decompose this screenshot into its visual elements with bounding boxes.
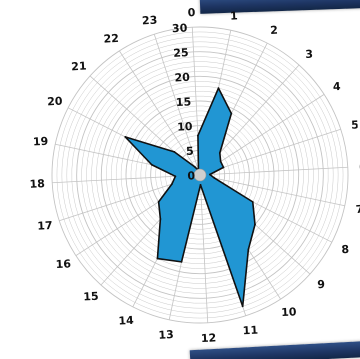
category-label-14: 14	[118, 314, 134, 328]
grid-spoke	[119, 50, 201, 176]
category-label-0: 0	[187, 6, 196, 19]
radial-tick-label: 5	[186, 145, 194, 158]
category-label-7: 7	[355, 203, 360, 216]
category-label-4: 4	[333, 80, 342, 93]
data-point-22	[193, 165, 196, 168]
category-label-1: 1	[230, 9, 238, 22]
data-point-13	[180, 260, 183, 263]
radial-tick-label: 10	[177, 120, 193, 134]
data-point-11	[241, 305, 244, 308]
data-point-17	[170, 183, 173, 186]
category-label-8: 8	[341, 243, 349, 256]
data-point-7	[213, 177, 216, 179]
data-point-8	[251, 200, 254, 203]
category-label-6: 6	[359, 160, 360, 173]
grid-spoke	[199, 174, 345, 207]
radial-tick-label: 25	[173, 46, 189, 60]
category-label-23: 23	[142, 14, 158, 28]
category-label-10: 10	[281, 305, 297, 319]
data-point-9	[254, 223, 256, 226]
data-point-12	[199, 183, 202, 186]
category-label-15: 15	[83, 290, 99, 304]
category-label-20: 20	[47, 95, 63, 109]
data-point-1	[217, 87, 220, 90]
category-label-12: 12	[201, 331, 217, 345]
category-label-5: 5	[351, 118, 359, 131]
category-label-22: 22	[103, 32, 119, 46]
data-point-0	[197, 134, 199, 137]
category-label-11: 11	[242, 324, 258, 338]
data-point-20	[124, 136, 127, 138]
radial-tick-label: 0	[187, 169, 196, 182]
grid-spoke	[199, 166, 348, 176]
category-label-13: 13	[158, 328, 174, 342]
data-point-10	[247, 248, 250, 251]
category-label-17: 17	[37, 219, 53, 233]
category-label-9: 9	[317, 278, 325, 291]
data-point-18	[174, 175, 177, 178]
data-point-19	[150, 163, 153, 166]
data-point-21	[173, 150, 176, 153]
data-point-6	[208, 173, 211, 176]
category-label-3: 3	[305, 48, 313, 61]
data-point-2	[230, 112, 233, 115]
category-label-2: 2	[270, 24, 278, 37]
radial-tick-label: 20	[174, 71, 190, 85]
data-point-14	[156, 257, 159, 260]
category-label-16: 16	[55, 257, 71, 271]
center-hub	[193, 168, 207, 182]
radial-tick-label: 30	[172, 21, 188, 35]
data-point-4	[219, 160, 222, 163]
category-label-19: 19	[33, 135, 49, 149]
grid-spoke	[153, 34, 201, 176]
data-point-5	[222, 166, 225, 169]
grid-spoke	[199, 174, 209, 323]
data-point-15	[159, 218, 162, 220]
data-point-3	[218, 152, 221, 154]
category-label-18: 18	[29, 177, 45, 191]
data-point-16	[157, 200, 160, 203]
category-label-21: 21	[71, 60, 87, 74]
radial-tick-label: 15	[176, 95, 192, 109]
